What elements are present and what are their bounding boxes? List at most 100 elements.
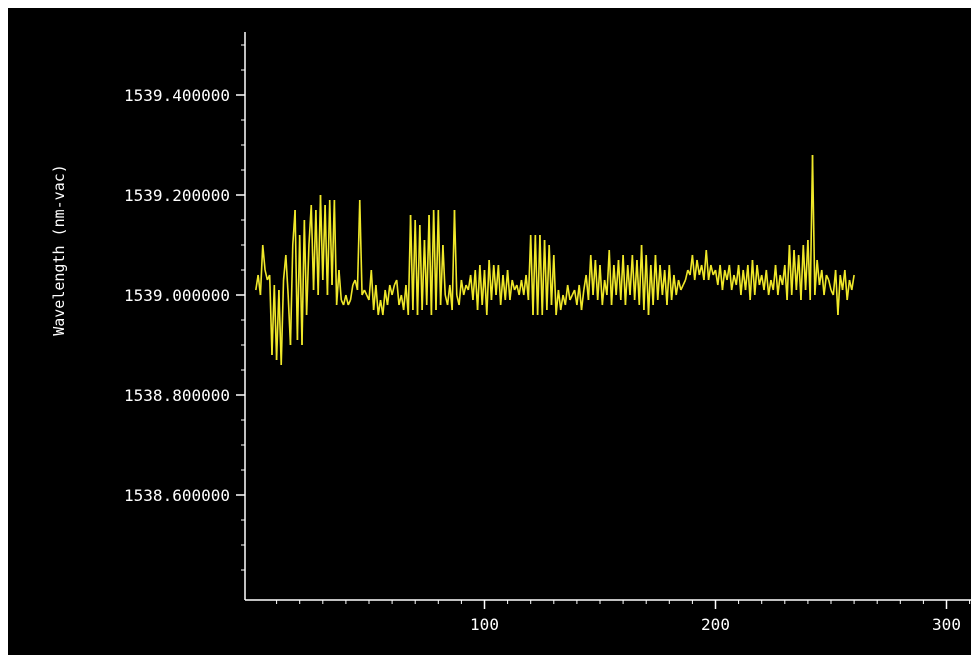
line-segment (451, 209, 456, 311)
line-segment (668, 264, 673, 301)
line-segment (460, 279, 465, 296)
line-segment (816, 259, 821, 286)
line-segment (684, 269, 689, 281)
line-segment (622, 254, 627, 306)
line-segment (624, 264, 629, 306)
line-segment (800, 244, 805, 301)
line-segment (303, 219, 308, 316)
line-segment (261, 244, 266, 271)
line-segment (707, 264, 712, 281)
line-segment (777, 274, 781, 296)
line-segment (578, 284, 583, 311)
line-segment (375, 284, 380, 316)
line-segment (730, 274, 735, 291)
line-segment (682, 279, 687, 286)
line-segment (737, 264, 742, 296)
line-segment (844, 269, 848, 301)
line-segment (594, 259, 599, 301)
line-segment (640, 244, 645, 311)
line-segment (358, 199, 363, 296)
line-segment (719, 264, 724, 291)
x-tick-label: 300 (932, 615, 961, 634)
line-segment (488, 259, 493, 301)
line-segment (347, 299, 352, 306)
line-segment (693, 259, 698, 281)
line-segment (846, 279, 851, 301)
line-segment (793, 249, 798, 291)
line-segment (317, 194, 322, 296)
line-segment (756, 264, 761, 286)
y-tick-label: 1538.600000 (124, 486, 230, 505)
x-tick-label: 200 (701, 615, 730, 634)
line-segment (811, 154, 816, 296)
line-segment (499, 274, 504, 306)
line-segment (721, 269, 726, 291)
line-segment (557, 289, 562, 311)
line-segment (559, 294, 564, 311)
line-segment (345, 294, 349, 306)
line-segment (569, 294, 574, 301)
line-segment (850, 274, 855, 291)
line-segment (610, 264, 615, 306)
line-segment (786, 244, 791, 301)
line-segment (546, 244, 550, 311)
line-segment (751, 259, 756, 296)
line-segment (631, 254, 636, 301)
line-segment (285, 254, 289, 296)
line-segment (691, 254, 696, 281)
line-segment (490, 264, 495, 301)
line-segment (654, 254, 659, 301)
line-segment (599, 264, 604, 306)
line-segment (305, 244, 310, 316)
line-segment (289, 244, 294, 346)
y-axis-label: Wavelength (nm-vac) (50, 164, 68, 336)
line-segment (728, 264, 733, 291)
line-segment (753, 264, 758, 296)
chart-plot-area: Wavelength (nm-vac) 1538.600000 1538.8000… (8, 8, 971, 655)
line-segment (601, 279, 606, 306)
line-segment (370, 269, 375, 311)
line-segment (589, 254, 594, 296)
line-segment (677, 279, 682, 291)
line-segment (659, 264, 664, 296)
line-segment (680, 284, 684, 291)
line-segment (395, 279, 400, 306)
line-segment (673, 274, 678, 296)
line-segment (439, 244, 444, 306)
y-tick-label: 1539.400000 (124, 86, 230, 105)
line-segment (566, 284, 571, 301)
line-segment (587, 254, 592, 301)
y-tick-label: 1539.000000 (124, 286, 230, 305)
line-segment (458, 279, 463, 306)
line-segment (294, 209, 299, 341)
line-segment (437, 209, 442, 306)
line-segment (338, 269, 343, 301)
y-tick-label: 1539.200000 (124, 186, 230, 205)
line-segment (825, 274, 830, 281)
line-segment (837, 274, 842, 316)
line-segment (548, 244, 553, 306)
line-segment (391, 284, 396, 296)
line-segment (386, 284, 391, 306)
series-line (255, 154, 855, 366)
line-segment (259, 244, 264, 296)
line-segment (555, 289, 560, 316)
line-chart: Wavelength (nm-vac) 1538.600000 1538.8000… (50, 32, 971, 634)
line-segment (333, 199, 338, 306)
line-segment (497, 264, 502, 306)
line-segment (788, 244, 793, 296)
line-segment (666, 264, 671, 306)
line-segment (765, 269, 770, 296)
line-segment (382, 289, 386, 316)
line-segment (319, 194, 324, 281)
line-segment (647, 264, 652, 316)
line-segment (740, 269, 745, 296)
line-segment (280, 279, 285, 366)
line-segment (301, 219, 306, 346)
line-segment (823, 274, 828, 296)
line-segment (652, 254, 657, 306)
line-segment (834, 269, 839, 316)
line-segment (749, 259, 754, 301)
line-segment (453, 209, 458, 296)
line-segment (511, 279, 516, 291)
